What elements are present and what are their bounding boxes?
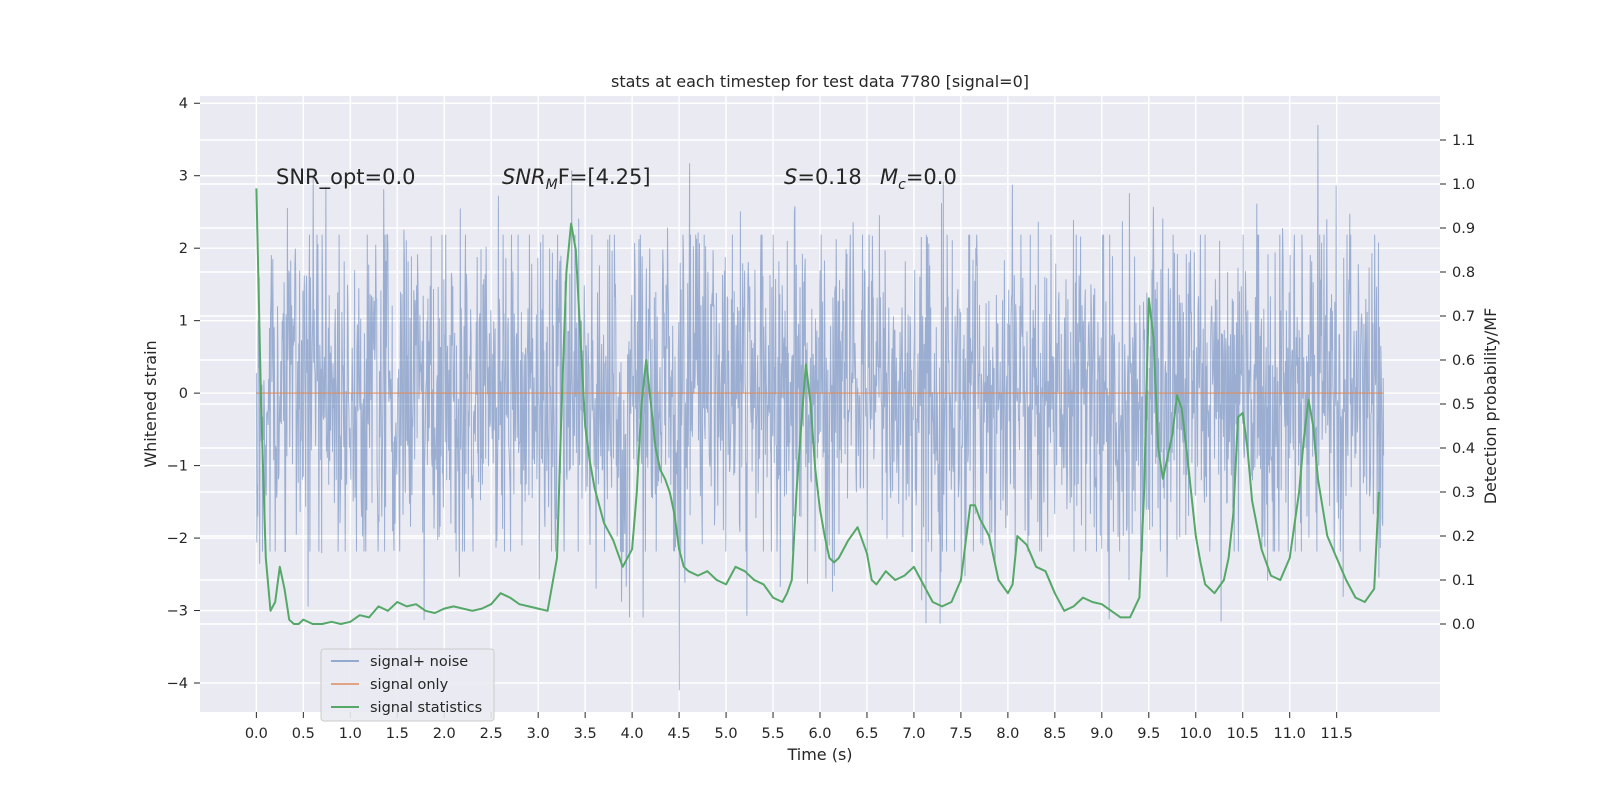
annotation-snr-opt: SNR_opt=0.0 xyxy=(276,165,416,190)
y-right-tick-label-2: 0.2 xyxy=(1452,529,1475,545)
annotation-snr-mf: SNRMF=[4.25] xyxy=(502,165,651,193)
y-ticks-right: 0.0 0.1 0.2 0.3 0.4 0.5 0.6 0.7 0.8 0.9 1.0 1.1 xyxy=(1440,133,1475,633)
annotation-mc: Mc=0.0 xyxy=(880,165,957,193)
x-tick-label-10: 5.0 xyxy=(715,726,738,742)
legend-label-signal-noise: signal+ noise xyxy=(370,654,468,670)
x-tick-label-7: 3.5 xyxy=(574,726,597,742)
x-tick-label-4: 2.0 xyxy=(433,726,456,742)
x-tick-label-20: 10.0 xyxy=(1180,726,1212,742)
x-tick-label-15: 7.5 xyxy=(949,726,972,742)
y-right-tick-label-7: 0.7 xyxy=(1452,309,1475,325)
y-ticks-left: −4 −3 −2 −1 0 1 2 3 4 xyxy=(167,96,200,692)
signal-noise-line xyxy=(255,124,1385,691)
snr-mf-symbol: SNR xyxy=(502,165,546,189)
x-tick-label-19: 9.5 xyxy=(1137,726,1160,742)
x-tick-label-21: 10.5 xyxy=(1227,726,1259,742)
x-tick-label-8: 4.0 xyxy=(621,726,644,742)
signal-noise-series xyxy=(255,124,1385,691)
y-right-tick-label-3: 0.3 xyxy=(1452,485,1475,501)
x-tick-label-16: 8.0 xyxy=(996,726,1019,742)
x-tick-label-22: 11.0 xyxy=(1274,726,1306,742)
s-symbol: S xyxy=(784,165,797,189)
legend-label-signal-only: signal only xyxy=(370,677,449,693)
mc-symbol: M xyxy=(880,165,898,189)
x-ticks: 0.0 0.5 1.0 1.5 2.0 2.5 3.0 3.5 4.0 4.5 5.0 5.5 6.0 6… xyxy=(245,712,1353,742)
y-right-tick-label-9: 0.9 xyxy=(1452,221,1475,237)
x-tick-label-12: 6.0 xyxy=(808,726,831,742)
mc-value: =0.0 xyxy=(906,165,957,189)
y-axis-label-right: Detection probability/MF xyxy=(1481,308,1500,505)
legend: signal+ noise signal only signal statist… xyxy=(320,648,495,722)
x-tick-label-3: 1.5 xyxy=(386,726,409,742)
x-tick-label-23: 11.5 xyxy=(1321,726,1353,742)
y-right-tick-label-11: 1.1 xyxy=(1452,133,1475,149)
y-right-tick-label-8: 0.8 xyxy=(1452,265,1475,281)
x-tick-label-6: 3.0 xyxy=(527,726,550,742)
x-tick-label-2: 1.0 xyxy=(339,726,362,742)
y-left-tick-label-5: 1 xyxy=(179,314,188,330)
y-left-tick-label-8: 4 xyxy=(179,96,188,112)
x-axis-label: Time (s) xyxy=(786,745,852,764)
y-right-tick-label-10: 1.0 xyxy=(1452,177,1475,193)
y-axis-label-left: Whitened strain xyxy=(141,340,160,467)
x-tick-label-18: 9.0 xyxy=(1090,726,1113,742)
x-tick-label-5: 2.5 xyxy=(480,726,503,742)
x-tick-label-1: 0.5 xyxy=(292,726,315,742)
y-left-tick-label-6: 2 xyxy=(179,241,188,257)
legend-label-signal-statistics: signal statistics xyxy=(370,700,482,716)
chart-title: stats at each timestep for test data 778… xyxy=(611,72,1029,91)
y-right-tick-label-4: 0.4 xyxy=(1452,441,1475,457)
y-right-tick-label-5: 0.5 xyxy=(1452,397,1475,413)
signal-statistics-line xyxy=(255,188,1380,625)
signal-statistics-series xyxy=(255,188,1380,625)
y-right-tick-label-0: 0.0 xyxy=(1452,617,1475,633)
x-tick-label-9: 4.5 xyxy=(668,726,691,742)
x-tick-label-11: 5.5 xyxy=(761,726,784,742)
y-left-tick-label-7: 3 xyxy=(179,169,188,185)
snr-mf-subscript: M xyxy=(546,177,558,193)
legend-frame xyxy=(320,648,495,722)
snr-mf-value: F=[4.25] xyxy=(558,165,651,189)
annotation-s: S=0.18 xyxy=(784,165,862,189)
y-left-tick-label-0: −4 xyxy=(167,676,188,692)
y-left-tick-label-2: −2 xyxy=(167,531,188,547)
x-tick-label-13: 6.5 xyxy=(855,726,878,742)
y-right-tick-label-6: 0.6 xyxy=(1452,353,1475,369)
y-right-tick-label-1: 0.1 xyxy=(1452,573,1475,589)
y-left-tick-label-3: −1 xyxy=(167,459,188,475)
x-tick-label-17: 8.5 xyxy=(1043,726,1066,742)
x-tick-label-0: 0.0 xyxy=(245,726,268,742)
x-tick-label-14: 7.0 xyxy=(902,726,925,742)
mc-subscript: c xyxy=(898,177,906,193)
y-left-tick-label-4: 0 xyxy=(179,386,188,402)
s-value: =0.18 xyxy=(797,165,861,189)
y-left-tick-label-1: −3 xyxy=(167,604,188,620)
